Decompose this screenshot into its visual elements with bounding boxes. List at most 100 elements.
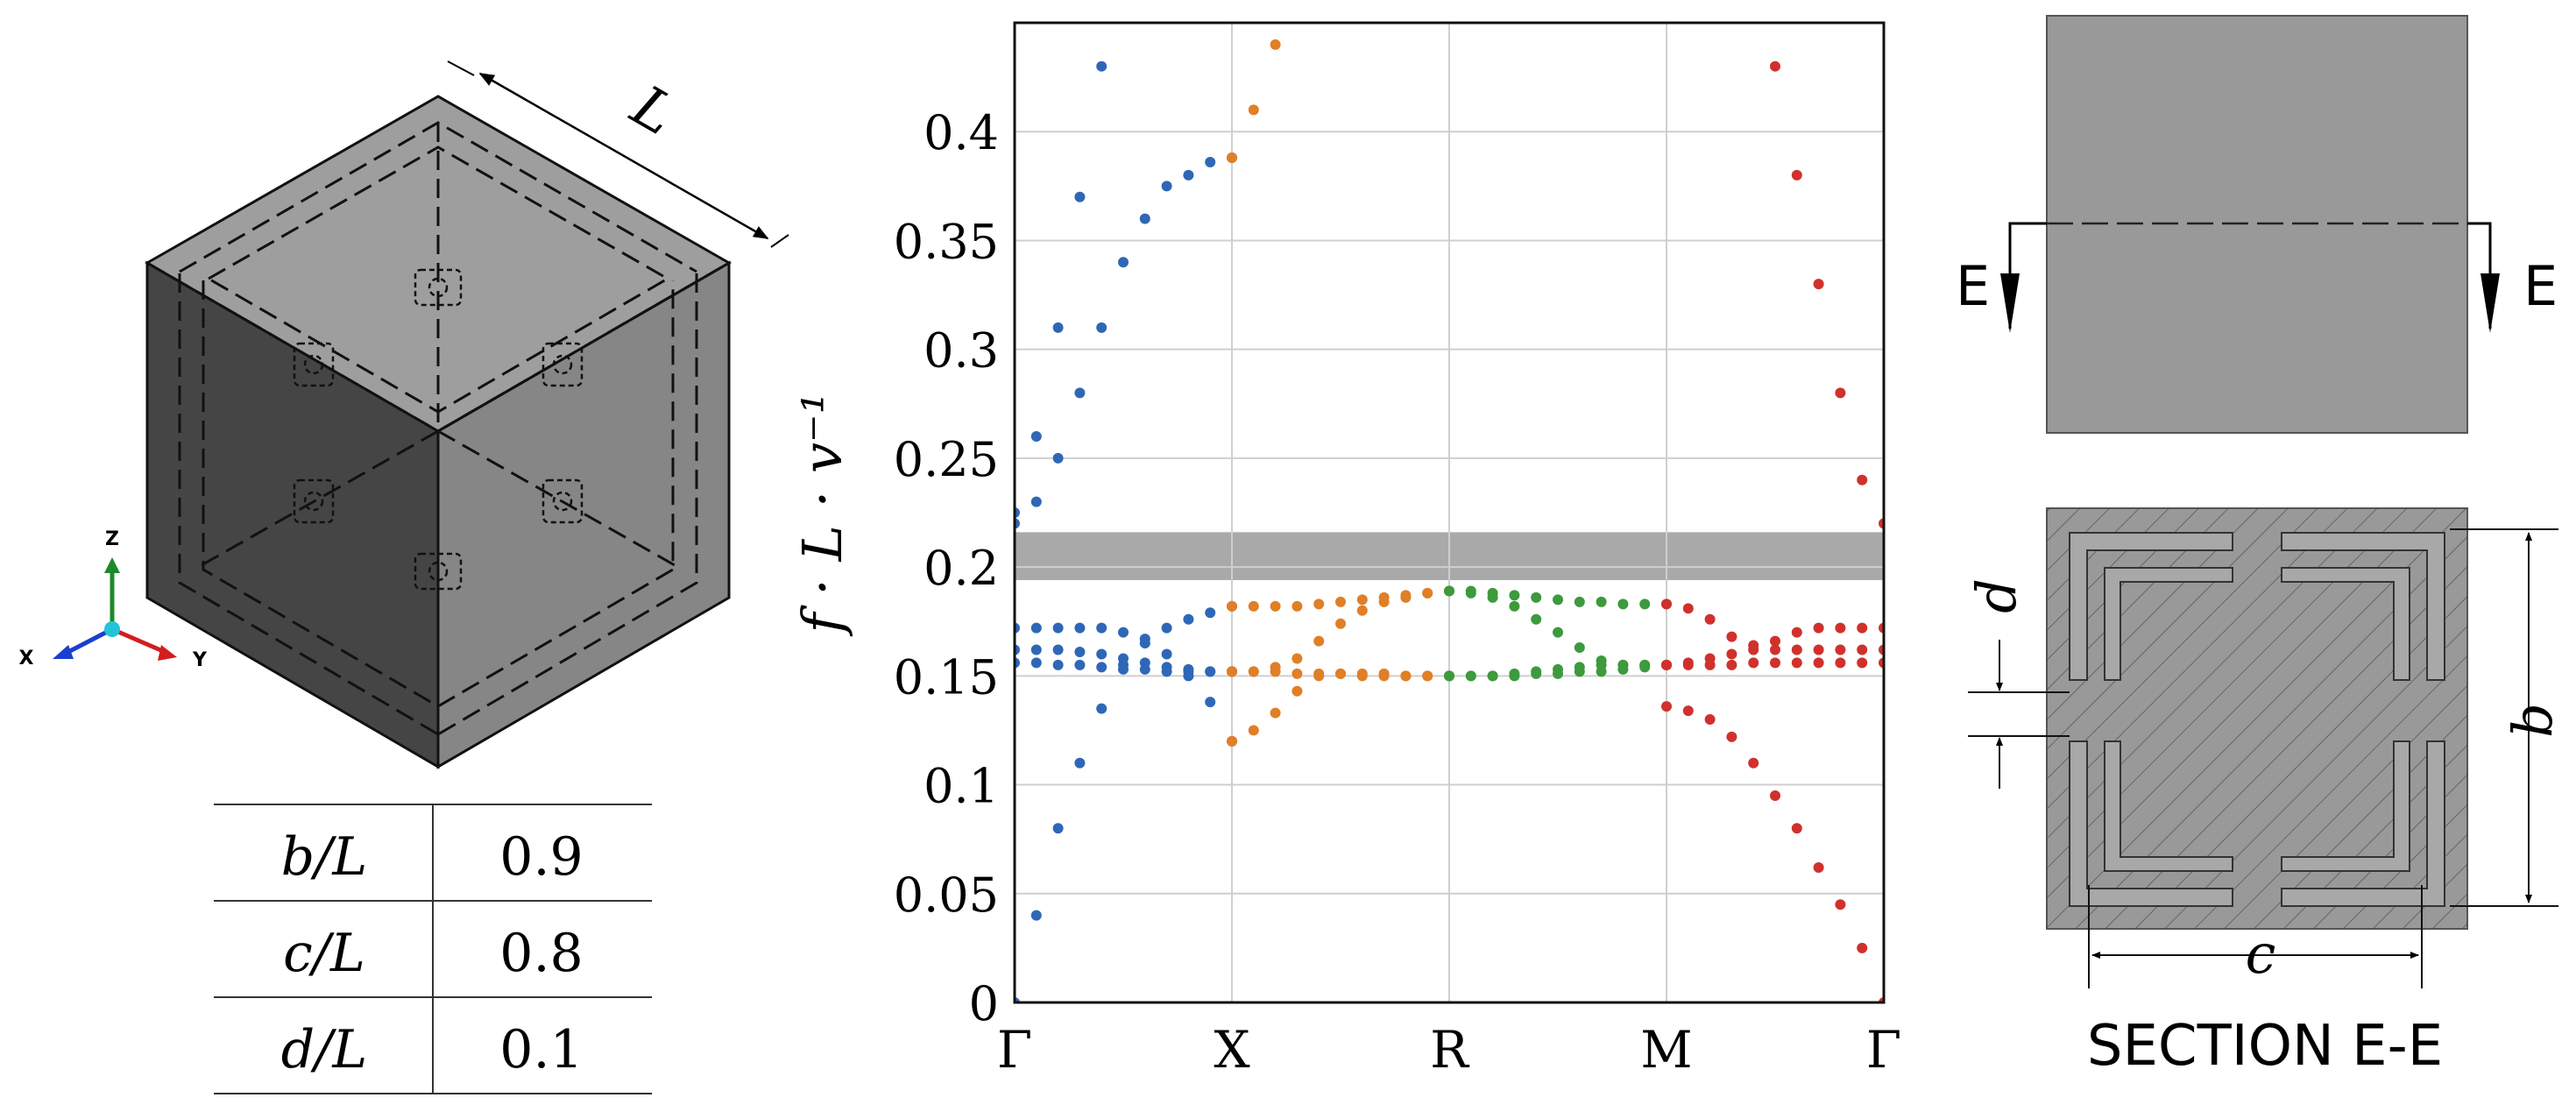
band-point [1422,670,1433,682]
band-point [1118,627,1129,638]
band-point [1661,598,1672,610]
band-point [1726,659,1737,670]
band-point [1183,169,1194,181]
band-point [1857,942,1868,953]
band-point [1118,663,1129,675]
y-tick-label: 0.4 [924,105,999,160]
cube-L-label: L [620,74,686,149]
band-point [1248,600,1259,612]
band-point [1161,666,1172,677]
band-point [1335,668,1346,679]
y-tick-label: 0.3 [924,323,999,379]
band-point [1030,910,1042,921]
band-point [1270,707,1281,719]
band-point [1444,585,1454,597]
band-point [1205,607,1216,619]
band-point [1639,598,1651,610]
band-point [1835,657,1846,669]
band-point [1270,666,1281,677]
band-point [1791,823,1802,834]
band-point [1313,670,1325,682]
band-point [1096,662,1108,673]
band-point [1313,635,1325,647]
band-point [1531,668,1542,679]
band-point [1596,666,1607,677]
band-point [1726,631,1737,642]
band-point [1726,648,1737,660]
band-point [1770,635,1780,647]
chart-frame [1013,21,1886,1004]
band-point [1661,659,1672,670]
band-point [1748,0,1759,6]
band-point [1813,622,1824,634]
band-point [1074,191,1086,202]
band-point [1096,60,1108,72]
band-point [1574,642,1585,654]
band-point [1356,668,1368,679]
band-point [1292,600,1303,612]
band-point [1052,322,1064,333]
band-point [1074,757,1086,768]
band-point [1378,596,1390,607]
band-point [1617,663,1629,675]
chart-grid [1015,23,1884,1003]
band-point [1813,657,1824,669]
x-tick-label: M [1640,1020,1692,1080]
band-point [1205,697,1216,708]
band-point [1227,152,1237,164]
band-point [1835,387,1846,399]
y-axis-label: f · L · v⁻¹ [790,393,854,637]
band-point [1052,644,1064,655]
band-point [1857,657,1868,669]
band-point [1574,596,1585,607]
band-point [1400,591,1412,603]
band-point [1857,474,1868,485]
band-point [1400,670,1412,682]
band-point [1509,590,1520,601]
band-point [1292,668,1303,679]
table-value: 0.9 [499,826,583,888]
band-point [1118,257,1129,268]
band-point [1139,663,1150,675]
band-point [1531,591,1542,603]
band-point [1748,644,1759,655]
band-point [1030,657,1042,669]
band-point [1835,622,1846,634]
axis-triad: Z X Y [19,528,209,671]
band-point [1248,666,1259,677]
band-point [1748,657,1759,669]
y-tick-label: 0.2 [924,541,999,596]
band-point [1030,496,1042,507]
band-point [1227,735,1237,747]
band-point [1487,591,1498,603]
band-point [1378,668,1390,679]
table-value: 0.1 [499,1019,583,1080]
band-point [1704,659,1716,670]
section-top-view: E E [1956,15,2558,434]
band-point [1813,279,1824,290]
band-structure-chart: 0 0.05 0.1 0.15 0.2 0.25 0.3 0.35 0.4 Γ X R M Γ f · … [790,0,1901,1080]
band-point [1422,587,1433,598]
band-point [1770,790,1780,801]
band-point [1531,613,1542,625]
band-point [1465,587,1476,598]
band-point [1096,622,1108,634]
y-tick-labels: 0 0.05 0.1 0.15 0.2 0.25 0.3 0.35 0.4 [894,105,999,1031]
x-tick-label: Γ [1866,1020,1901,1080]
band-point [1748,757,1759,768]
band-point [1205,157,1216,168]
band-point [1183,666,1194,677]
dim-b-label: b [2501,703,2565,738]
band-point [1139,634,1150,645]
band-point [1704,714,1716,726]
ratio-table: b/L 0.9 c/L 0.8 d/L 0.1 [214,804,652,1094]
band-point [1335,618,1346,629]
band-point [1161,622,1172,634]
band-point [1356,605,1368,616]
band-point [1052,452,1064,464]
table-param: d/L [281,1019,367,1080]
unit-cell-cube: L [144,60,789,769]
dim-c-label: c [2246,922,2276,986]
band-point [1726,731,1737,742]
